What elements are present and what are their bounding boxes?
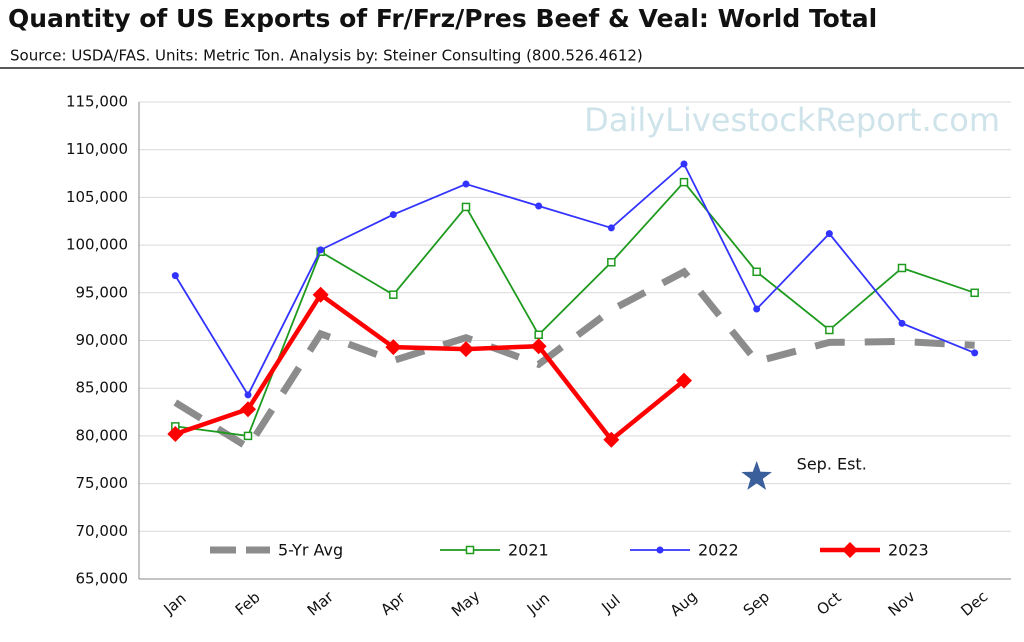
point xyxy=(603,431,620,448)
point xyxy=(244,391,252,399)
y-tick-label: 75,000 xyxy=(76,474,129,492)
point xyxy=(607,258,616,267)
y-tick-label: 115,000 xyxy=(66,93,128,111)
estimate-label: Sep. Est. xyxy=(797,454,867,473)
series-line xyxy=(175,180,975,437)
y-tick-label: 105,000 xyxy=(66,188,128,206)
legend-marker xyxy=(465,545,475,555)
point xyxy=(680,160,688,168)
y-tick-label: 85,000 xyxy=(76,379,129,397)
x-tick-label: Mar xyxy=(304,587,338,620)
point xyxy=(243,431,253,441)
point xyxy=(534,330,543,340)
legend-label: 2022 xyxy=(698,541,739,560)
x-tick-label: Apr xyxy=(377,588,409,619)
x-tick-label: Dec xyxy=(957,587,991,619)
chart-subtitle: Source: USDA/FAS. Units: Metric Ton. Ana… xyxy=(10,47,643,65)
legend-label: 2021 xyxy=(508,541,549,560)
point xyxy=(676,372,692,389)
point xyxy=(825,230,833,238)
legend-label: 2023 xyxy=(888,541,929,560)
chart-title: Quantity of US Exports of Fr/Frz/Pres Be… xyxy=(8,4,877,33)
y-tick-label: 90,000 xyxy=(76,331,129,349)
x-tick-label: Jun xyxy=(523,589,553,618)
x-tick-label: Jul xyxy=(598,591,624,617)
series-line xyxy=(173,267,975,453)
point xyxy=(312,286,329,303)
point xyxy=(240,401,256,418)
y-tick-label: 65,000 xyxy=(76,570,129,588)
point xyxy=(530,338,547,355)
legend-marker xyxy=(842,542,858,558)
y-tick-label: 100,000 xyxy=(66,236,128,254)
point xyxy=(607,224,615,232)
point xyxy=(461,202,471,212)
estimate-star xyxy=(741,460,772,490)
point xyxy=(679,177,689,187)
point xyxy=(171,272,179,280)
point xyxy=(897,263,907,273)
y-tick-label: 70,000 xyxy=(76,522,129,540)
point xyxy=(458,341,474,358)
x-tick-label: Oct xyxy=(813,588,845,619)
point xyxy=(389,211,397,219)
point xyxy=(167,425,184,442)
point xyxy=(535,202,543,210)
point xyxy=(389,290,398,299)
y-tick-label: 110,000 xyxy=(66,140,128,158)
series-line xyxy=(174,291,686,443)
point xyxy=(385,339,402,356)
x-tick-label: Nov xyxy=(885,587,919,620)
point xyxy=(970,288,979,298)
x-tick-label: Jan xyxy=(160,589,190,618)
point xyxy=(825,325,834,335)
point xyxy=(971,349,979,357)
x-tick-label: Sep xyxy=(740,588,773,620)
legend-label: 5-Yr Avg xyxy=(278,541,343,560)
point xyxy=(317,246,325,254)
x-tick-label: Aug xyxy=(667,587,701,620)
x-tick-label: Feb xyxy=(232,588,264,619)
watermark: DailyLivestockReport.com xyxy=(584,101,1000,139)
y-tick-label: 95,000 xyxy=(76,283,129,301)
point xyxy=(752,267,761,277)
x-tick-label: May xyxy=(448,587,483,621)
series-line xyxy=(174,162,976,397)
legend-marker xyxy=(656,546,664,554)
y-tick-label: 80,000 xyxy=(76,426,129,444)
point xyxy=(462,180,470,188)
point xyxy=(898,319,906,327)
point xyxy=(753,305,761,313)
